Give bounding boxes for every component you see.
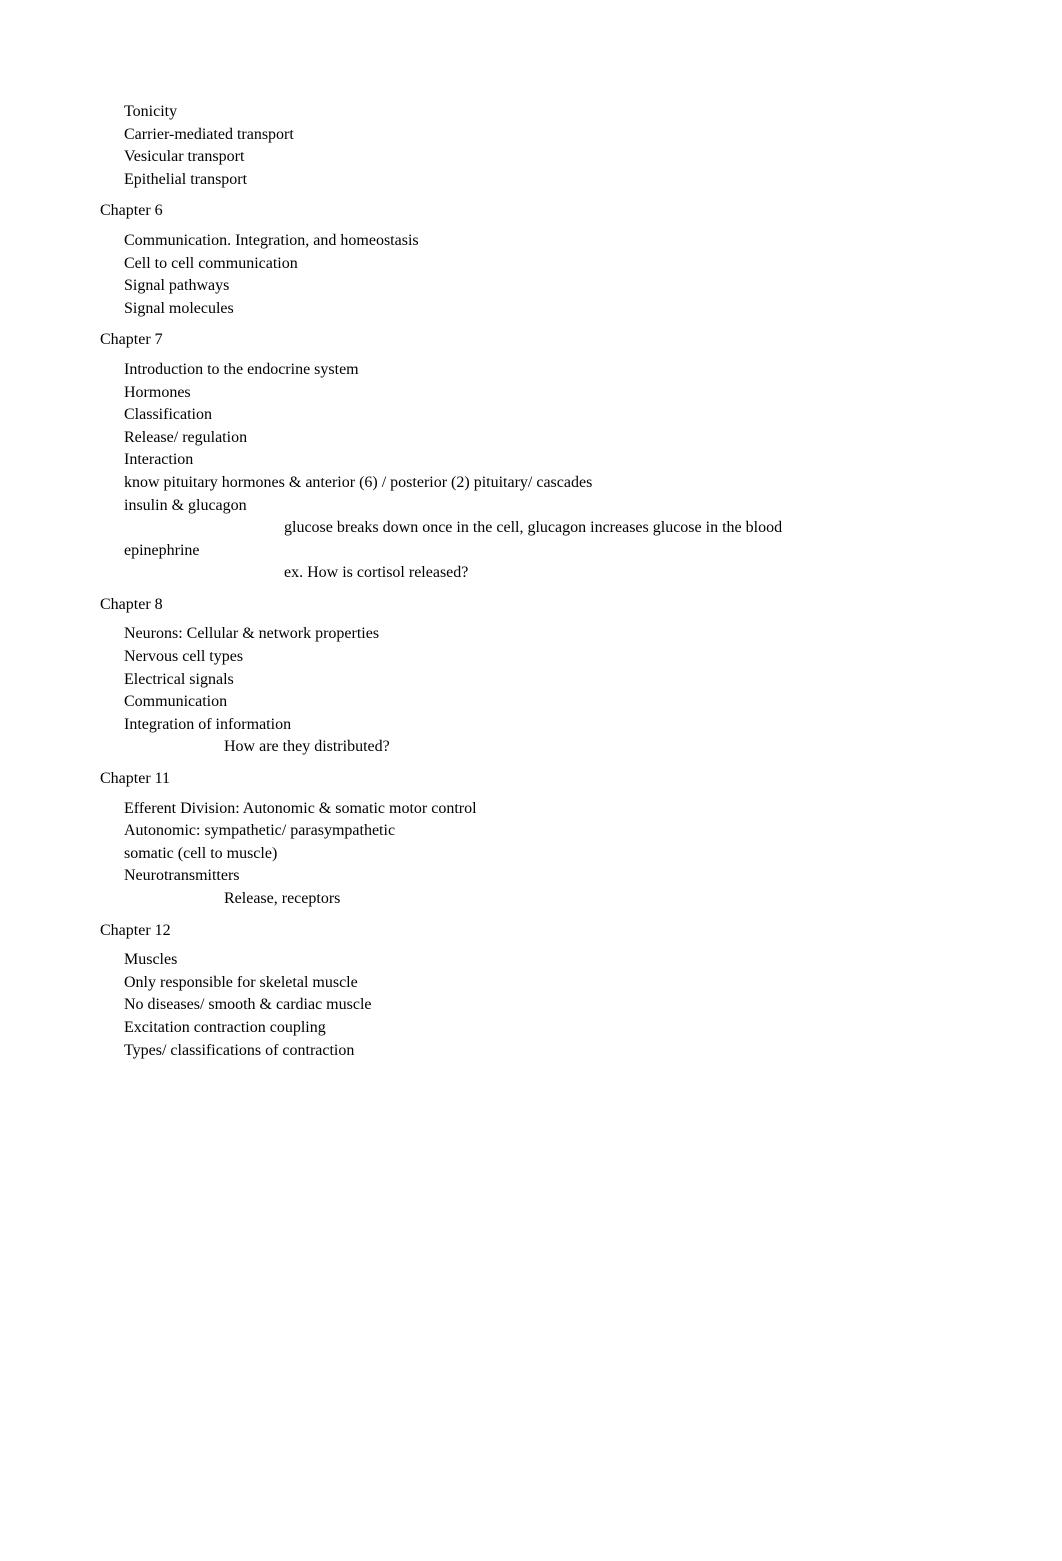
item-text: Efferent Division: Autonomic & somatic m… (124, 798, 962, 820)
item-text: Signal molecules (124, 298, 962, 320)
item-text: Interaction (124, 449, 962, 471)
item-note: How are they distributed? (224, 736, 962, 758)
item-text: Only responsible for skeletal muscle (124, 972, 962, 994)
list-item: Communication. Integration, and homeosta… (100, 230, 962, 252)
item-text: Classification (124, 404, 962, 426)
list-item: somatic (cell to muscle) (100, 843, 962, 865)
item-note: Release, receptors (224, 888, 962, 910)
list-item: Integration of information (100, 714, 962, 736)
item-text: Communication (124, 691, 962, 713)
item-note: glucose breaks down once in the cell, gl… (284, 517, 962, 539)
chapter-heading: Chapter 12 (100, 920, 962, 942)
item-text: somatic (cell to muscle) (124, 843, 962, 865)
item-text: Release/ regulation (124, 427, 962, 449)
list-item: Release/ regulation (100, 427, 962, 449)
list-item: Efferent Division: Autonomic & somatic m… (100, 798, 962, 820)
list-item: Neurotransmitters (100, 865, 962, 887)
list-item: epinephrine (100, 540, 962, 562)
chapter-heading: Chapter 7 (100, 329, 962, 351)
list-item: Excitation contraction coupling (100, 1017, 962, 1039)
list-item: Neurons: Cellular & network properties (100, 623, 962, 645)
item-text: Excitation contraction coupling (124, 1017, 962, 1039)
item-text: Cell to cell communication (124, 253, 962, 275)
list-item: Introduction to the endocrine system (100, 359, 962, 381)
item-text: Neurotransmitters (124, 865, 962, 887)
item-text: Nervous cell types (124, 646, 962, 668)
list-item: Tonicity (100, 101, 962, 123)
item-text: Carrier-mediated transport (124, 124, 962, 146)
chapter-heading: Chapter 11 (100, 768, 962, 790)
chapter-heading: Chapter 6 (100, 200, 962, 222)
list-item: Cell to cell communication (100, 253, 962, 275)
list-item: Nervous cell types (100, 646, 962, 668)
item-text: insulin & glucagon (124, 495, 962, 517)
item-text: Epithelial transport (124, 169, 962, 191)
list-item: Communication (100, 691, 962, 713)
list-item: Only responsible for skeletal muscle (100, 972, 962, 994)
item-text: No diseases/ smooth & cardiac muscle (124, 994, 962, 1016)
list-item: Electrical signals (100, 669, 962, 691)
item-text: know pituitary hormones & anterior (6) /… (124, 472, 962, 494)
list-item: Vesicular transport (100, 146, 962, 168)
item-text: Autonomic: sympathetic/ parasympathetic (124, 820, 962, 842)
list-item: Classification (100, 404, 962, 426)
item-text: Hormones (124, 382, 962, 404)
list-item: know pituitary hormones & anterior (6) /… (100, 472, 962, 494)
item-text: Muscles (124, 949, 962, 971)
chapter-heading: Chapter 8 (100, 594, 962, 616)
item-text: Introduction to the endocrine system (124, 359, 962, 381)
item-text: Neurons: Cellular & network properties (124, 623, 962, 645)
item-text: epinephrine (124, 540, 962, 562)
list-item: Epithelial transport (100, 169, 962, 191)
list-item: Interaction (100, 449, 962, 471)
list-item: Hormones (100, 382, 962, 404)
item-text: Vesicular transport (124, 146, 962, 168)
list-item: Autonomic: sympathetic/ parasympathetic (100, 820, 962, 842)
list-item: Types/ classifications of contraction (100, 1040, 962, 1062)
list-item: No diseases/ smooth & cardiac muscle (100, 994, 962, 1016)
list-item: insulin & glucagon (100, 495, 962, 517)
item-text: Types/ classifications of contraction (124, 1040, 962, 1062)
item-text: Signal pathways (124, 275, 962, 297)
item-text: Tonicity (124, 101, 962, 123)
item-text: Electrical signals (124, 669, 962, 691)
list-item: Signal molecules (100, 298, 962, 320)
list-item: Muscles (100, 949, 962, 971)
list-item: Carrier-mediated transport (100, 124, 962, 146)
item-text: Integration of information (124, 714, 962, 736)
list-item: Signal pathways (100, 275, 962, 297)
item-note: ex. How is cortisol released? (284, 562, 962, 584)
item-text: Communication. Integration, and homeosta… (124, 230, 962, 252)
